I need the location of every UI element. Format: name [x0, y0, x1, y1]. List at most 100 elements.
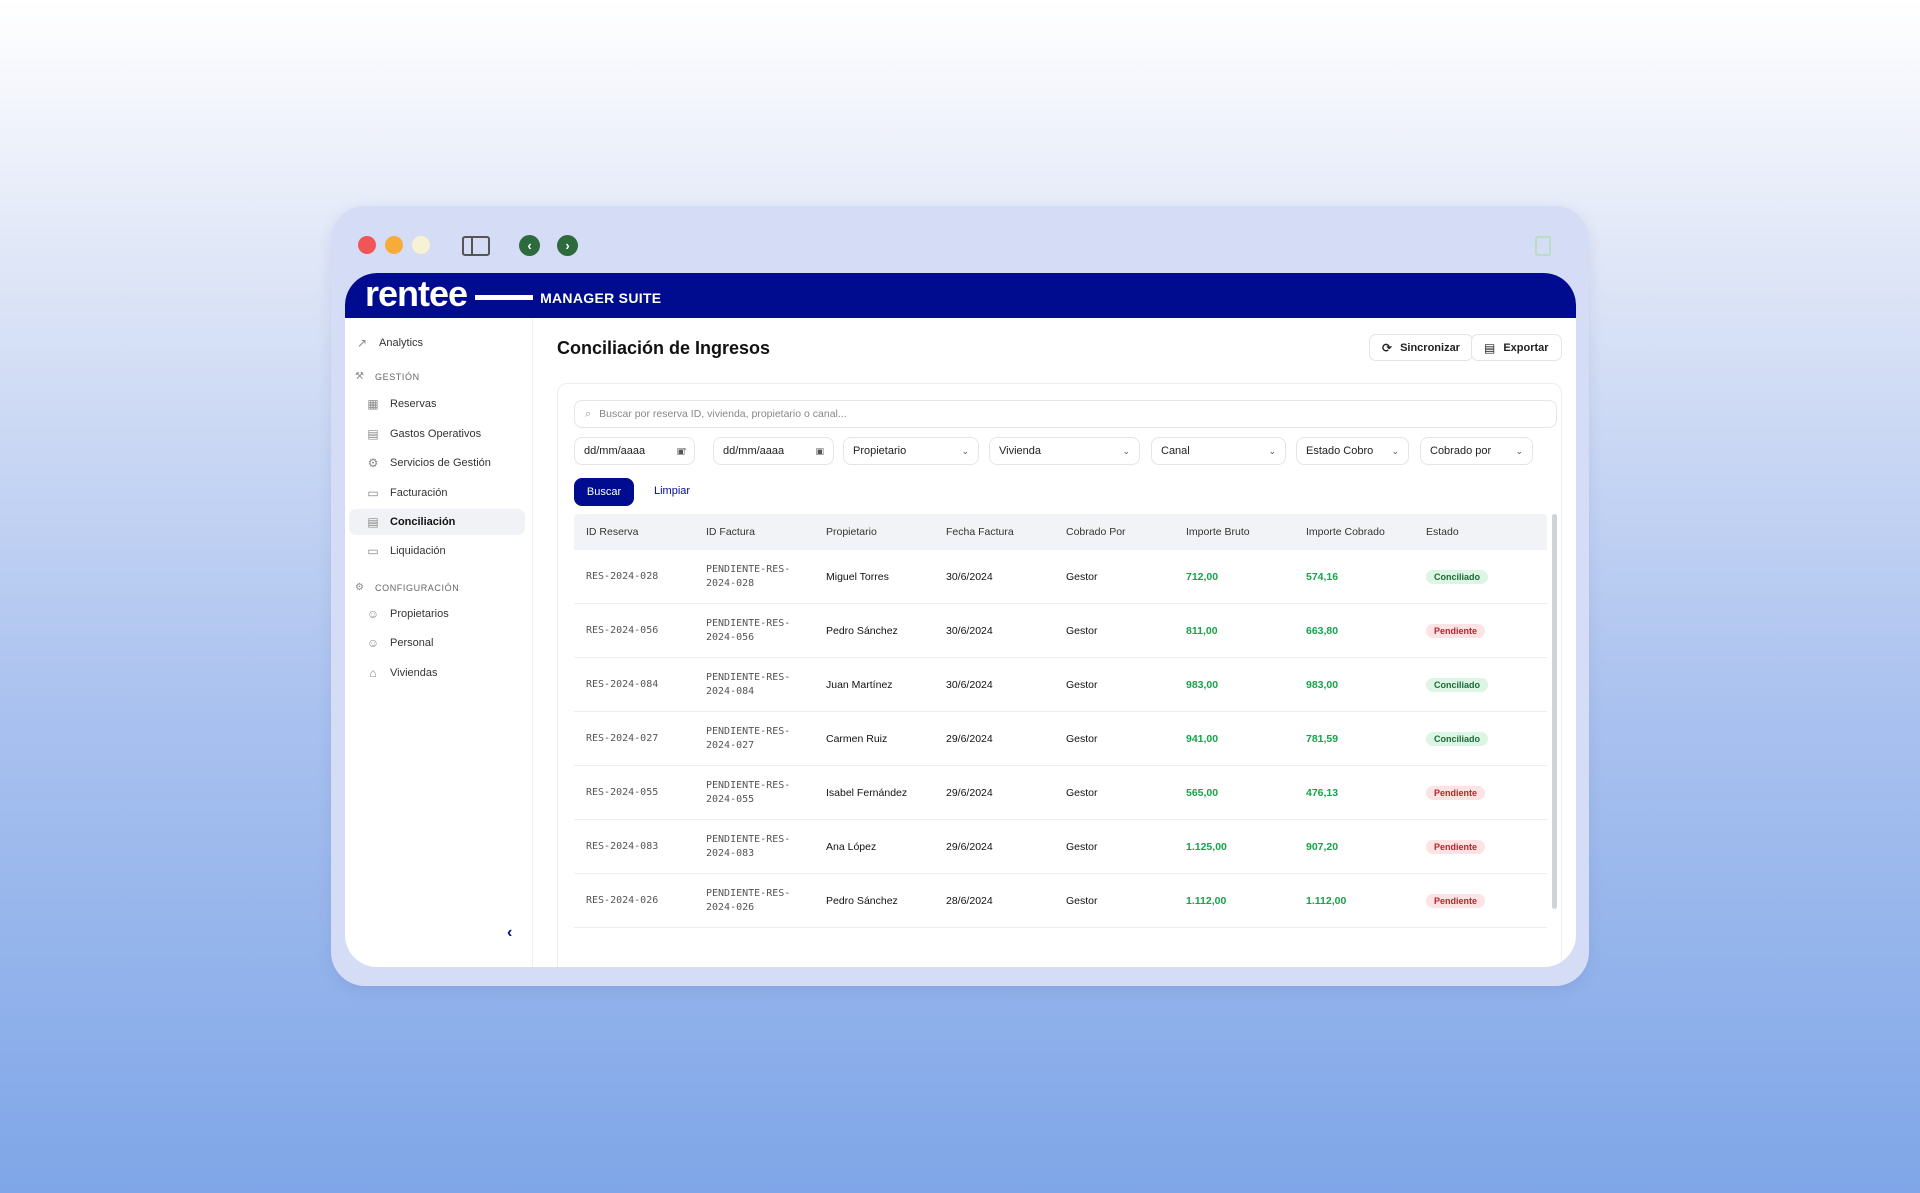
importe-bruto: 1.125,00 — [1186, 840, 1227, 853]
table-row[interactable]: RES-2024-026 PENDIENTE-RES- 2024-026 Pedro … — [574, 874, 1547, 928]
cobrado-por-select[interactable]: Cobrado por ⌄ — [1420, 437, 1533, 465]
cobrado-por: Gestor — [1066, 678, 1098, 691]
importe-cobrado: 983,00 — [1306, 678, 1339, 691]
col-id-factura[interactable]: ID Factura — [706, 526, 756, 538]
factura-id: PENDIENTE-RES- 2024-083 — [706, 833, 791, 859]
estado-cell: Pendiente — [1414, 785, 1547, 800]
section-configuracion: ⚙ CONFIGURACIÓN — [355, 582, 460, 593]
refresh-icon: ⟳ — [1382, 340, 1393, 355]
importe-bruto: 811,00 — [1186, 624, 1218, 637]
col-propietario[interactable]: Propietario — [826, 526, 877, 538]
col-importe-cobrado[interactable]: Importe Cobrado — [1306, 526, 1385, 538]
settings-icon: ⚙ — [355, 582, 365, 593]
export-button[interactable]: ▤ Exportar — [1471, 334, 1562, 361]
table-header: ID Reserva ID Factura Propietario Fecha … — [574, 514, 1547, 550]
collapse-sidebar-icon[interactable]: ‹ — [507, 924, 513, 941]
reserva-id: RES-2024-055 — [586, 786, 659, 798]
document-icon: ▤ — [367, 427, 379, 441]
clear-button[interactable]: Limpiar — [654, 485, 691, 497]
col-id-reserva[interactable]: ID Reserva — [586, 526, 639, 538]
estado-cell: Conciliado — [1414, 677, 1547, 692]
reserva-id: RES-2024-056 — [586, 624, 659, 636]
table-body: RES-2024-028 PENDIENTE-RES- 2024-028 Miguel… — [574, 550, 1547, 928]
fecha-factura: 30/6/2024 — [946, 678, 993, 691]
banknote-icon: ▭ — [367, 544, 379, 558]
vivienda-select[interactable]: Vivienda ⌄ — [989, 437, 1140, 465]
importe-cobrado: 663,80 — [1306, 624, 1339, 637]
chevron-right-icon[interactable]: › — [557, 235, 578, 256]
importe-cobrado: 907,20 — [1306, 840, 1339, 853]
search-button[interactable]: Buscar — [574, 478, 634, 506]
chevron-left-icon[interactable]: ‹ — [519, 235, 540, 256]
sidebar-item-propietarios[interactable]: ☺ Propietarios — [366, 607, 449, 621]
reserva-id: RES-2024-084 — [586, 678, 659, 690]
status-badge: Pendiente — [1426, 623, 1486, 638]
search-input[interactable]: ⌕ Buscar por reserva ID, vivienda, propi… — [574, 400, 1557, 428]
sync-button[interactable]: ⟳ Sincronizar — [1369, 334, 1473, 361]
col-importe-bruto[interactable]: Importe Bruto — [1186, 526, 1250, 538]
wrench-icon: ⚒ — [355, 371, 365, 382]
filters-card: ⌕ Buscar por reserva ID, vivienda, propi… — [557, 383, 1562, 967]
table-row[interactable]: RES-2024-027 PENDIENTE-RES- 2024-027 Carmen… — [574, 712, 1547, 766]
chevron-down-icon: ⌄ — [1268, 445, 1276, 456]
suite-label: MANAGER SUITE — [540, 289, 662, 306]
reserva-id: RES-2024-028 — [586, 570, 659, 582]
sidebar-item-personal[interactable]: ☺ Personal — [366, 636, 434, 650]
sidebar-item-analytics[interactable]: ↗ Analytics — [356, 336, 424, 350]
canal-select[interactable]: Canal ⌄ — [1151, 437, 1286, 465]
home-icon: ⌂ — [369, 666, 377, 680]
file-icon: ▤ — [1484, 340, 1496, 355]
col-cobrado-por[interactable]: Cobrado Por — [1066, 526, 1126, 538]
table-scrollbar[interactable] — [1552, 514, 1557, 909]
fecha-factura: 29/6/2024 — [946, 732, 993, 745]
cobrado-por: Gestor — [1066, 732, 1098, 745]
importe-cobrado: 781,59 — [1306, 732, 1339, 745]
importe-cobrado: 574,16 — [1306, 570, 1339, 583]
page-title: Conciliación de Ingresos — [557, 338, 771, 358]
main-content: Conciliación de Ingresos ⟳ Sincronizar ▤… — [534, 318, 1576, 967]
maximize-window-button[interactable] — [412, 236, 430, 254]
sidebar-toggle-icon[interactable] — [462, 236, 490, 256]
factura-id: PENDIENTE-RES- 2024-055 — [706, 779, 791, 805]
col-estado[interactable]: Estado — [1426, 526, 1459, 538]
estado-cell: Pendiente — [1414, 893, 1547, 908]
sidebar-item-conciliacion[interactable]: ▤ Conciliación — [349, 509, 525, 535]
status-badge: Conciliado — [1426, 731, 1489, 746]
users-icon: ☺ — [366, 607, 380, 621]
window-controls — [358, 236, 430, 254]
sidebar-item-facturacion[interactable]: ▭ Facturación — [367, 486, 448, 500]
table-row[interactable]: RES-2024-055 PENDIENTE-RES- 2024-055 Isabel… — [574, 766, 1547, 820]
date-to-input[interactable]: dd/mm/aaaa ▣ — [713, 437, 834, 465]
sidebar-item-viviendas[interactable]: ⌂ Viviendas — [349, 660, 525, 686]
chevron-down-icon: ⌄ — [1515, 445, 1523, 456]
sidebar-item-servicios[interactable]: ⚙ Servicios de Gestión — [367, 456, 491, 470]
close-window-button[interactable] — [358, 236, 376, 254]
factura-id: PENDIENTE-RES- 2024-056 — [706, 617, 791, 643]
table-row[interactable]: RES-2024-056 PENDIENTE-RES- 2024-056 Pedro … — [574, 604, 1547, 658]
propietario-select[interactable]: Propietario ⌄ — [843, 437, 979, 465]
sidebar-item-liquidacion[interactable]: ▭ Liquidación — [367, 544, 446, 558]
importe-bruto: 941,00 — [1186, 732, 1219, 745]
estado-cobro-select[interactable]: Estado Cobro ⌄ — [1296, 437, 1409, 465]
table-row[interactable]: RES-2024-084 PENDIENTE-RES- 2024-084 Juan M… — [574, 658, 1547, 712]
fecha-factura: 30/6/2024 — [946, 570, 993, 583]
importe-bruto: 712,00 — [1186, 570, 1219, 583]
cobrado-por: Gestor — [1066, 894, 1098, 907]
estado-cell: Conciliado — [1414, 731, 1547, 746]
sidebar-item-gastos[interactable]: ▤ Gastos Operativos — [367, 427, 482, 441]
chevron-down-icon: ⌄ — [1391, 445, 1399, 456]
status-badge: Conciliado — [1426, 569, 1489, 584]
fecha-factura: 29/6/2024 — [946, 786, 993, 799]
table-row[interactable]: RES-2024-028 PENDIENTE-RES- 2024-028 Miguel… — [574, 550, 1547, 604]
reserva-id: RES-2024-026 — [586, 894, 659, 906]
importe-bruto: 1.112,00 — [1186, 894, 1227, 907]
copy-icon[interactable] — [1535, 236, 1551, 256]
sidebar-item-reservas[interactable]: ▦ Reservas — [367, 397, 437, 411]
table-row[interactable]: RES-2024-083 PENDIENTE-RES- 2024-083 Ana Ló… — [574, 820, 1547, 874]
date-from-input[interactable]: dd/mm/aaaa ▣ — [574, 437, 695, 465]
minimize-window-button[interactable] — [385, 236, 403, 254]
fecha-factura: 28/6/2024 — [946, 894, 993, 907]
user-cog-icon: ☺ — [366, 636, 380, 650]
col-fecha-factura[interactable]: Fecha Factura — [946, 526, 1014, 538]
estado-cell: Pendiente — [1414, 839, 1547, 854]
